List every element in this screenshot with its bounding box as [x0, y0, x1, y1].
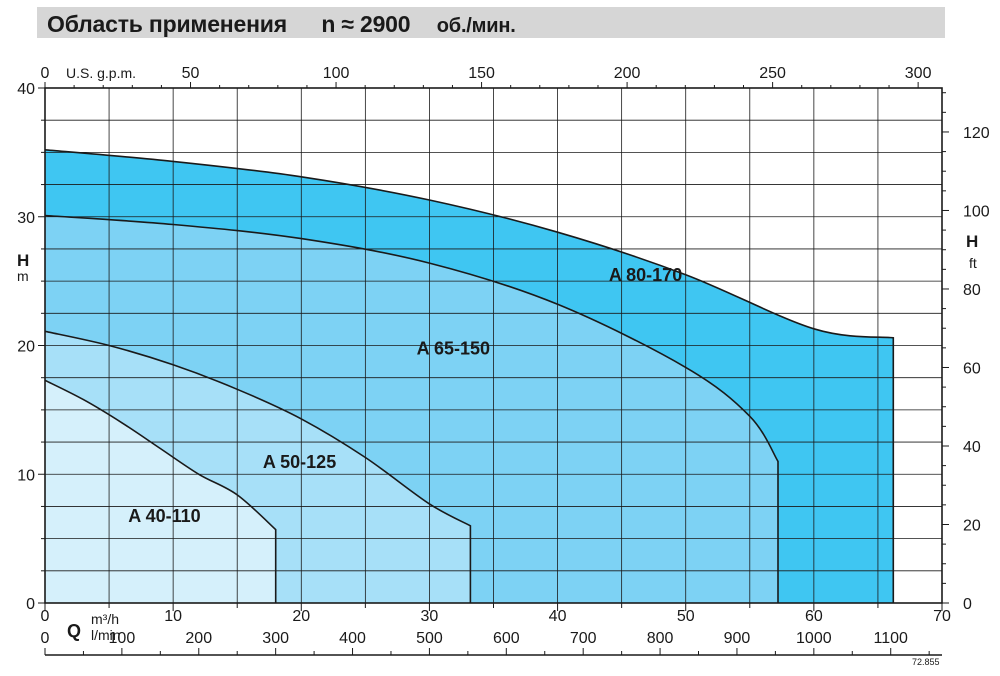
title-main: Область применения — [47, 11, 287, 37]
area-a-40-110 — [45, 380, 276, 603]
y-tick-label-ft: 120 — [963, 125, 990, 142]
x-tick-label-lpm: 300 — [262, 630, 289, 647]
series-label-a-80-170: A 80-170 — [609, 265, 682, 285]
x-tick-label-lpm: 0 — [41, 630, 50, 647]
series-label-a-40-110: A 40-110 — [128, 506, 200, 526]
x-tick-label-lpm: 600 — [493, 630, 520, 647]
axis-titles: U.S. g.p.m. H m H ft Q m³/h l/min 72.855 — [17, 65, 978, 667]
curve-a-50-125 — [44, 330, 472, 603]
top-tick-label-gpm: 100 — [323, 65, 350, 82]
y-tick-label-m: 40 — [17, 81, 35, 98]
axes-layer: 0 10 20 30 40 50 60 700 100 200 300 400 500 600 700 800… — [17, 65, 990, 656]
x-tick-label-lpm: 100 — [109, 630, 136, 647]
top-tick-label-gpm: 50 — [182, 65, 200, 82]
right-axis-label: H — [966, 232, 978, 251]
y-tick-label-m: 30 — [17, 210, 35, 227]
top-tick-label-gpm: 0 — [41, 65, 50, 82]
top-tick-label-gpm: 200 — [614, 65, 641, 82]
x-tick-label-lpm: 500 — [416, 630, 443, 647]
curve-a-40-110 — [44, 379, 277, 603]
series-labels: A 80-170 A 65-150 A 50-125 A 40-110 — [128, 265, 682, 526]
y-tick-label-ft: 80 — [963, 282, 981, 299]
y-tick-label-m: 0 — [26, 596, 35, 613]
x-tick-label-m3h: 40 — [549, 608, 567, 625]
x-axis-unit-m3h: m³/h — [91, 611, 119, 627]
left-axis-label: H — [17, 251, 29, 270]
top-axis-unit: U.S. g.p.m. — [66, 65, 136, 81]
x-tick-label-m3h: 60 — [805, 608, 823, 625]
title-speed-unit: об./мин. — [436, 15, 516, 37]
x-tick-label-lpm: 700 — [570, 630, 597, 647]
x-tick-label-m3h: 20 — [292, 608, 310, 625]
x-tick-label-lpm: 200 — [185, 630, 212, 647]
y-tick-label-ft: 20 — [963, 517, 981, 534]
series-label-a-65-150: A 65-150 — [417, 339, 490, 359]
top-tick-label-gpm: 250 — [759, 65, 786, 82]
left-axis-unit: m — [17, 268, 29, 284]
top-tick-label-gpm: 150 — [468, 65, 495, 82]
x-tick-label-m3h: 0 — [41, 608, 50, 625]
x-tick-label-m3h: 70 — [933, 608, 951, 625]
x-tick-label-lpm: 800 — [647, 630, 674, 647]
series-label-a-50-125: A 50-125 — [263, 452, 336, 472]
x-tick-label-lpm: 1100 — [874, 630, 909, 647]
x-tick-label-m3h: 10 — [164, 608, 182, 625]
x-axis-unit-lpm: l/min — [91, 627, 121, 643]
right-axis-unit: ft — [969, 255, 977, 271]
title-speed: n ≈ 2900 — [321, 11, 411, 37]
x-tick-label-m3h: 50 — [677, 608, 695, 625]
y-tick-label-ft: 0 — [963, 596, 972, 613]
x-axis-label: Q — [67, 621, 81, 641]
y-tick-label-ft: 100 — [963, 203, 990, 220]
curve-a-65-150 — [44, 214, 779, 603]
area-layer — [45, 149, 894, 604]
x-tick-label-lpm: 900 — [724, 630, 751, 647]
curve-layer — [44, 149, 895, 603]
figure-code: 72.855 — [912, 657, 940, 667]
x-tick-label-m3h: 30 — [421, 608, 439, 625]
chart-title: Область применения n ≈ 2900 об./мин. — [47, 11, 516, 38]
y-tick-label-ft: 60 — [963, 360, 981, 377]
y-tick-label-m: 10 — [17, 467, 35, 484]
x-tick-label-lpm: 1000 — [796, 630, 832, 647]
y-tick-label-m: 20 — [17, 339, 35, 356]
y-tick-label-ft: 40 — [963, 439, 981, 456]
title-bar: Область применения n ≈ 2900 об./мин. — [37, 7, 945, 38]
x-tick-label-lpm: 400 — [339, 630, 366, 647]
top-tick-label-gpm: 300 — [905, 65, 932, 82]
curve-a-80-170 — [44, 149, 895, 603]
